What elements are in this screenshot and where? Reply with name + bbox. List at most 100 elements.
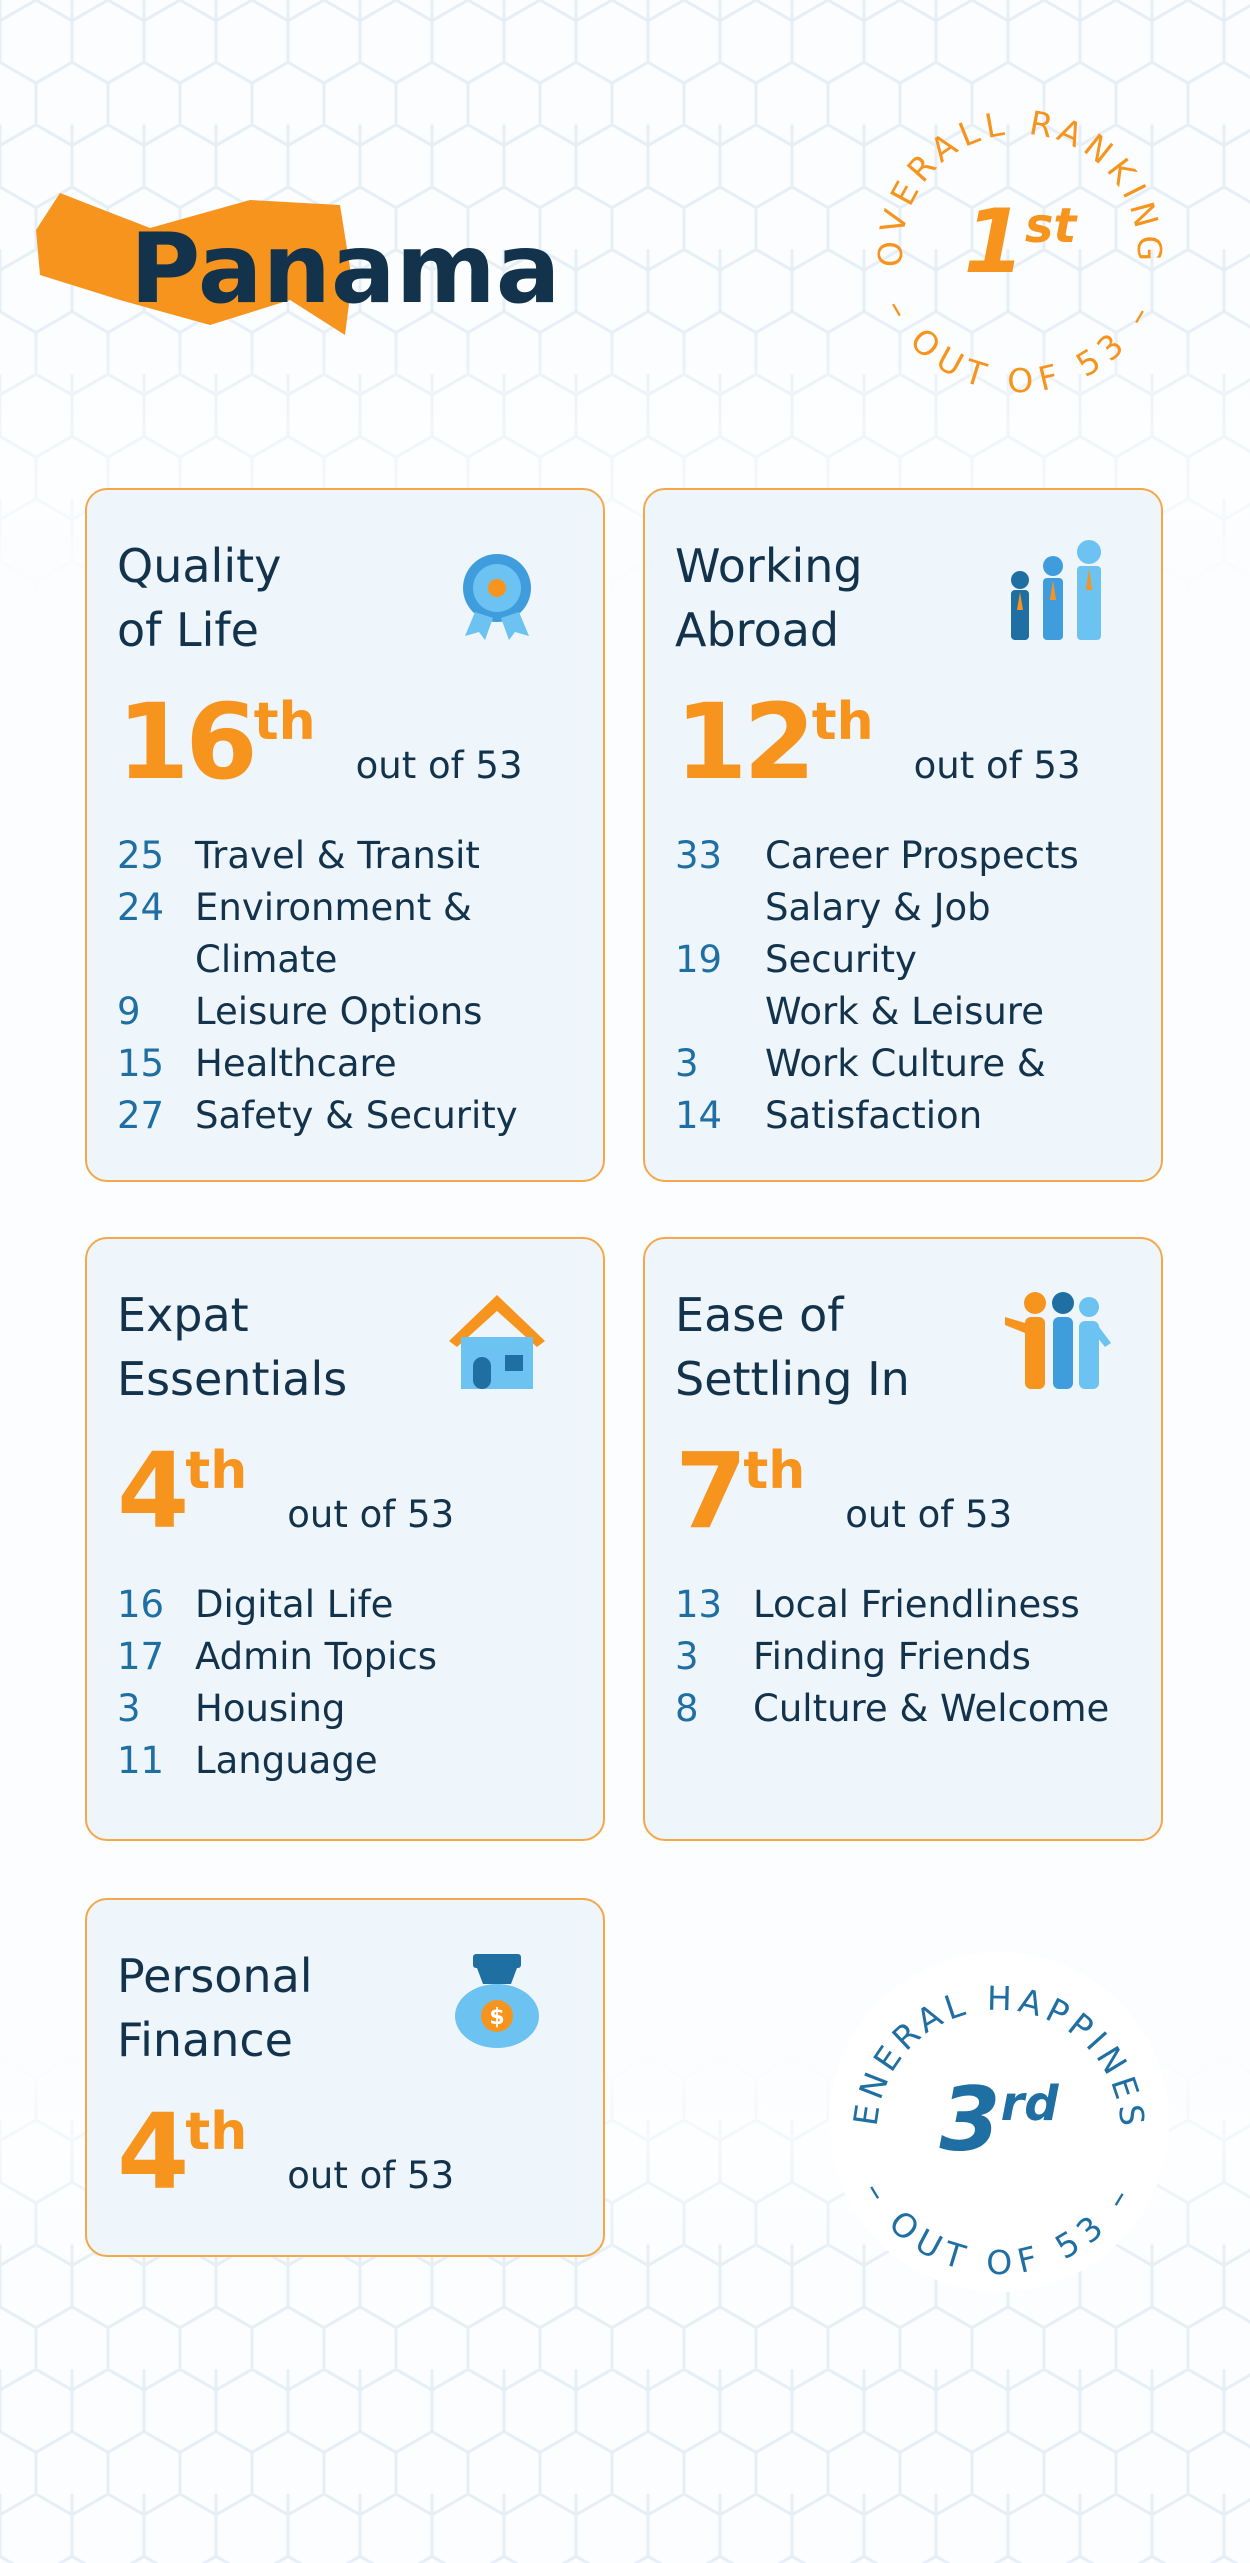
out-of: out of 53 <box>845 1493 1013 1536</box>
country-name: Panama <box>130 213 561 325</box>
out-of: out of 53 <box>287 2154 455 2197</box>
badge-rank-number: 1 <box>964 190 1025 293</box>
card-title: Quality of Life <box>117 534 281 662</box>
item-label: Climate <box>195 938 338 981</box>
item-list: 33 Career Prospects Salary & Job 19 Security… <box>675 830 1079 1142</box>
item: Salary & Job <box>675 882 1079 934</box>
item-label: Leisure Options <box>195 990 483 1033</box>
item: 33 Career Prospects <box>675 830 1079 882</box>
item-rank: 24 <box>117 886 165 929</box>
card-title-line: Ease of <box>675 1288 844 1342</box>
badge-backdrop <box>829 1952 1169 2292</box>
item: 25 Travel & Transit <box>117 830 518 882</box>
item: Climate <box>117 934 518 986</box>
item-rank: 14 <box>675 1094 723 1137</box>
item: 14 Satisfaction <box>675 1090 1079 1142</box>
card-title-line: Expat <box>117 1288 249 1342</box>
card-title: Expat Essentials <box>117 1283 347 1411</box>
item-label: Safety & Security <box>195 1094 518 1137</box>
item-label: Security <box>765 938 917 981</box>
item: 3 Finding Friends <box>675 1631 1109 1683</box>
card-title-line: Settling In <box>675 1352 910 1406</box>
item-label: Work & Leisure <box>765 990 1044 1033</box>
item-label: Local Friendliness <box>753 1583 1080 1626</box>
item-rank <box>675 882 765 934</box>
item-rank: 13 <box>675 1583 723 1626</box>
rank-suffix: th <box>185 1441 248 1501</box>
badge-rank-suffix: st <box>1025 198 1079 254</box>
item-rank: 15 <box>117 1042 165 1085</box>
rank-number: 4 <box>117 2091 189 2213</box>
rank-suffix: th <box>811 692 874 752</box>
rank-suffix: th <box>185 2102 248 2162</box>
item-rank: 19 <box>675 938 723 981</box>
item-label: Salary & Job <box>765 886 991 929</box>
badge-rank-suffix: rd <box>1001 2076 1060 2132</box>
item-label: Work Culture & <box>765 1042 1046 1085</box>
item-rank: 16 <box>117 1583 165 1626</box>
rank-suffix: th <box>743 1441 806 1501</box>
card-icon: $ <box>455 1954 539 2048</box>
item-label: Admin Topics <box>195 1635 438 1678</box>
badge-rank-number: 3 <box>939 2068 1000 2171</box>
item-list: 13 Local Friendliness 3 Finding Friends 8 Cul… <box>675 1579 1109 1735</box>
item-rank: 33 <box>675 834 723 877</box>
item-rank <box>117 934 195 986</box>
card-title-line: Finance <box>117 2013 293 2067</box>
item-rank: 8 <box>675 1687 699 1730</box>
item: 24 Environment & <box>117 882 518 934</box>
item-rank: 25 <box>117 834 165 877</box>
card-icon <box>449 1295 545 1389</box>
item: 3 Housing <box>117 1683 437 1735</box>
item-rank <box>675 986 765 1038</box>
out-of: out of 53 <box>355 744 523 787</box>
card-title-line: Working <box>675 539 863 593</box>
item-label: Housing <box>195 1687 346 1730</box>
svg-text:$: $ <box>489 2005 504 2030</box>
item: 8 Culture & Welcome <box>675 1683 1109 1735</box>
card-title-line: Essentials <box>117 1352 348 1406</box>
item: 9 Leisure Options <box>117 986 518 1038</box>
card-icon <box>463 554 531 640</box>
item-rank: 27 <box>117 1094 165 1137</box>
item-label: Digital Life <box>195 1583 394 1626</box>
item-rank: 3 <box>117 1687 141 1730</box>
card-title-line: Abroad <box>675 603 840 657</box>
card-title: Working Abroad <box>675 534 863 662</box>
item-label: Environment & <box>195 886 472 929</box>
item-label: Healthcare <box>195 1042 397 1085</box>
item-rank: 9 <box>117 990 141 1033</box>
item-rank: 3 <box>675 1042 699 1085</box>
card-title-line: Quality <box>117 539 282 593</box>
item-label: Culture & Welcome <box>753 1687 1110 1730</box>
item: 3 Work Culture & <box>675 1038 1079 1090</box>
rank-suffix: th <box>253 692 316 752</box>
country-shape <box>36 193 352 335</box>
item-rank: 17 <box>117 1635 165 1678</box>
card-title: Personal Finance <box>117 1944 313 2072</box>
item: 16 Digital Life <box>117 1579 437 1631</box>
item-rank: 11 <box>117 1739 165 1782</box>
item-label: Language <box>195 1739 378 1782</box>
card-title-line: of Life <box>117 603 259 657</box>
card-title-line: Personal <box>117 1949 313 2003</box>
item: 27 Safety & Security <box>117 1090 518 1142</box>
item: 11 Language <box>117 1735 437 1787</box>
item-rank: 3 <box>675 1635 699 1678</box>
rank-number: 16 <box>117 681 258 803</box>
badge-rank: 3rd <box>939 2068 1059 2171</box>
item: Work & Leisure <box>675 986 1079 1038</box>
item-label: Travel & Transit <box>195 834 480 877</box>
item: 15 Healthcare <box>117 1038 518 1090</box>
rank-number: 4 <box>117 1430 189 1552</box>
item: 13 Local Friendliness <box>675 1579 1109 1631</box>
item-list: 25 Travel & Transit 24 Environment & Climate… <box>117 830 518 1142</box>
